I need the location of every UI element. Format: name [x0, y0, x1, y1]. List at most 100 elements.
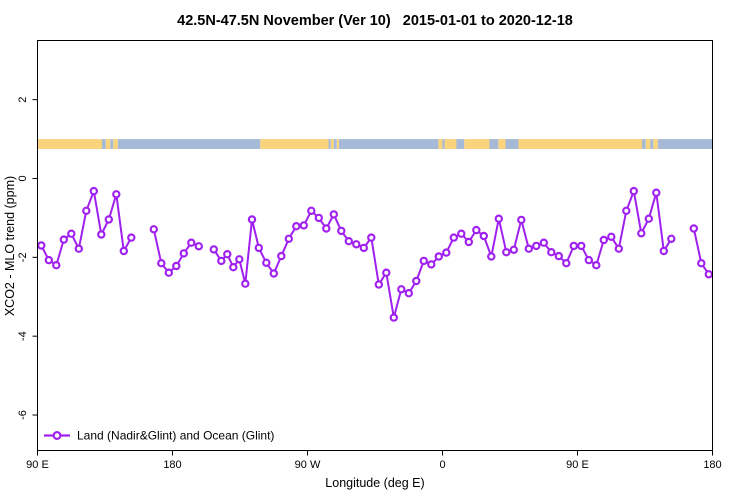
data-point: [397, 285, 406, 294]
map-strip-land-segment: [336, 139, 340, 149]
map-strip-land-segment: [260, 139, 329, 149]
data-point: [254, 243, 263, 253]
data-point: [427, 260, 436, 269]
data-point: [464, 237, 473, 247]
data-point: [479, 231, 488, 241]
map-strip-ocean-segment: [110, 139, 114, 149]
data-point: [629, 186, 639, 196]
data-point: [389, 313, 398, 322]
data-point: [119, 246, 129, 256]
data-point: [74, 244, 84, 253]
data-point: [637, 229, 646, 238]
data-point: [149, 225, 158, 234]
map-strip-ocean-segment: [456, 139, 465, 149]
map-strip-ocean-segment: [505, 139, 519, 149]
data-point: [539, 238, 549, 247]
map-strip-land-segment: [113, 139, 118, 149]
data-point: [241, 279, 250, 288]
data-point: [329, 210, 338, 219]
data-point: [509, 245, 518, 254]
data-point: [322, 224, 331, 233]
data-point: [419, 256, 428, 266]
map-strip-ocean-segment: [328, 139, 331, 149]
data-point: [442, 248, 451, 257]
data-point: [299, 221, 308, 230]
legend-marker-circle: [52, 431, 62, 441]
data-point: [494, 214, 503, 223]
data-point: [37, 241, 46, 250]
data-point: [292, 221, 301, 231]
map-strip-land-segment: [438, 139, 443, 149]
data-point: [517, 215, 526, 225]
data-point: [127, 233, 136, 242]
map-strip-ocean-segment: [642, 139, 646, 149]
plot-box: [37, 40, 713, 451]
chart-title: 42.5N-47.5N November (Ver 10) 2015-01-01…: [177, 13, 573, 29]
data-point: [235, 255, 244, 264]
data-point: [344, 236, 353, 246]
map-strip-land-segment: [444, 139, 457, 149]
map-strip-land-segment: [518, 139, 642, 149]
data-point: [502, 247, 511, 257]
data-point: [652, 188, 661, 197]
map-strip-ocean-segment: [657, 139, 713, 149]
legend: Land (Nadir&Glint) and Ocean (Glint): [44, 429, 274, 443]
data-point: [554, 251, 564, 261]
y-tick-label: -2: [17, 252, 29, 262]
data-point: [284, 234, 293, 243]
y-tick-label: 2: [17, 97, 29, 103]
y-tick-label: -4: [17, 331, 29, 341]
map-strip-land-segment: [464, 139, 490, 149]
data-point: [697, 259, 706, 268]
data-point: [209, 245, 218, 254]
data-point: [547, 247, 556, 257]
data-point: [352, 240, 361, 249]
x-tick-label: 90 E: [26, 459, 49, 471]
data-point: [52, 261, 61, 270]
x-tick-label: 90 W: [295, 459, 321, 471]
y-tick-label: -6: [17, 410, 29, 420]
data-point: [659, 246, 669, 256]
map-strip-ocean-segment: [442, 139, 445, 149]
data-point: [644, 214, 654, 223]
map-strip-ocean-segment: [117, 139, 261, 149]
data-point: [277, 251, 286, 261]
data-point: [449, 233, 458, 242]
x-tick-label: 180: [163, 459, 181, 471]
data-point: [524, 244, 534, 253]
data-point: [599, 235, 609, 245]
data-point: [667, 234, 676, 243]
data-point: [262, 258, 271, 267]
data-point: [67, 229, 76, 238]
data-point: [404, 289, 413, 298]
data-point: [269, 269, 278, 278]
data-point: [457, 229, 466, 238]
data-point: [622, 206, 631, 215]
map-strip-ocean-segment: [339, 139, 439, 149]
data-point: [89, 186, 99, 196]
data-point: [112, 190, 121, 199]
data-point: [187, 238, 196, 247]
x-tick-label: 180: [703, 459, 721, 471]
map-strip-ocean-segment: [650, 139, 654, 149]
data-point: [104, 215, 114, 224]
y-tick-label: 0: [17, 175, 29, 181]
series-line-segment: [692, 227, 710, 276]
data-point: [592, 261, 601, 270]
data-point: [194, 242, 203, 251]
data-point: [367, 233, 376, 242]
data-point: [172, 261, 181, 271]
x-tick-label: 90 E: [566, 459, 589, 471]
data-point: [569, 241, 579, 251]
data-point: [487, 252, 496, 261]
map-strip-land-segment: [645, 139, 651, 149]
data-point: [577, 241, 586, 251]
land-ocean-map-strip: [37, 139, 713, 149]
data-point: [82, 206, 91, 215]
data-point: [584, 255, 594, 265]
data-point: [307, 206, 316, 215]
data-point: [59, 235, 69, 244]
y-axis-title: XCO2 - MLO trend (ppm): [3, 176, 17, 316]
